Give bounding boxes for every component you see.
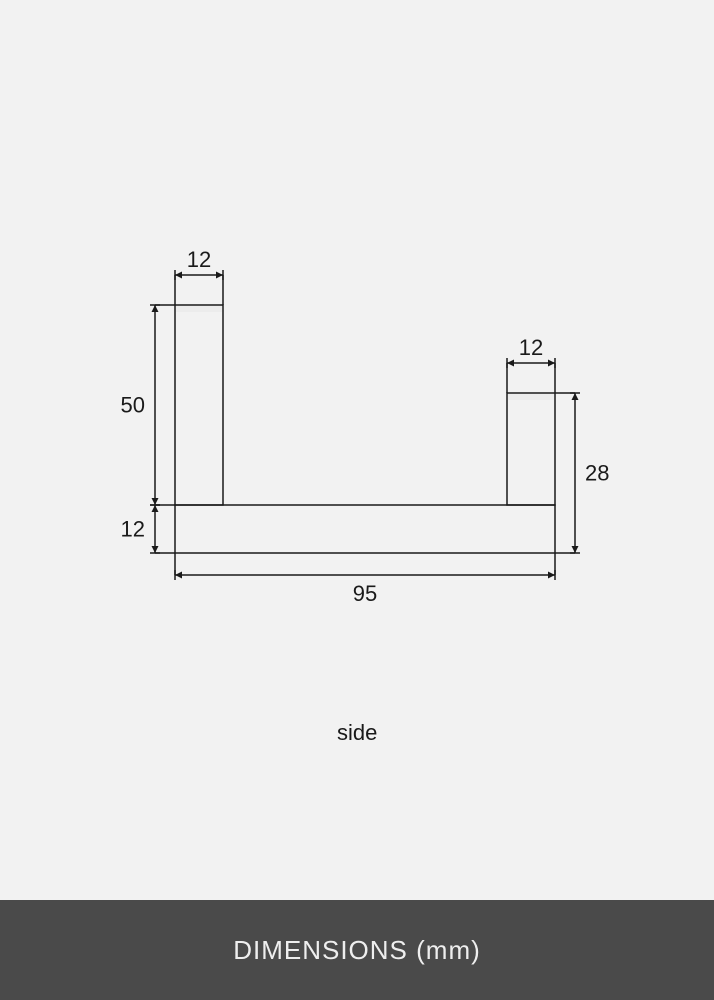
dimension-drawing: 12 12 95 50 12 28 bbox=[0, 0, 714, 900]
svg-text:12: 12 bbox=[121, 517, 145, 542]
svg-text:12: 12 bbox=[187, 247, 211, 272]
footer-bar: DIMENSIONS (mm) bbox=[0, 900, 714, 1000]
svg-text:95: 95 bbox=[353, 581, 377, 606]
svg-text:12: 12 bbox=[519, 335, 543, 360]
footer-title: DIMENSIONS (mm) bbox=[233, 935, 481, 966]
drawing-canvas: 12 12 95 50 12 28 side bbox=[0, 0, 714, 900]
svg-text:28: 28 bbox=[585, 461, 609, 486]
svg-text:50: 50 bbox=[121, 393, 145, 418]
view-label: side bbox=[337, 720, 377, 746]
